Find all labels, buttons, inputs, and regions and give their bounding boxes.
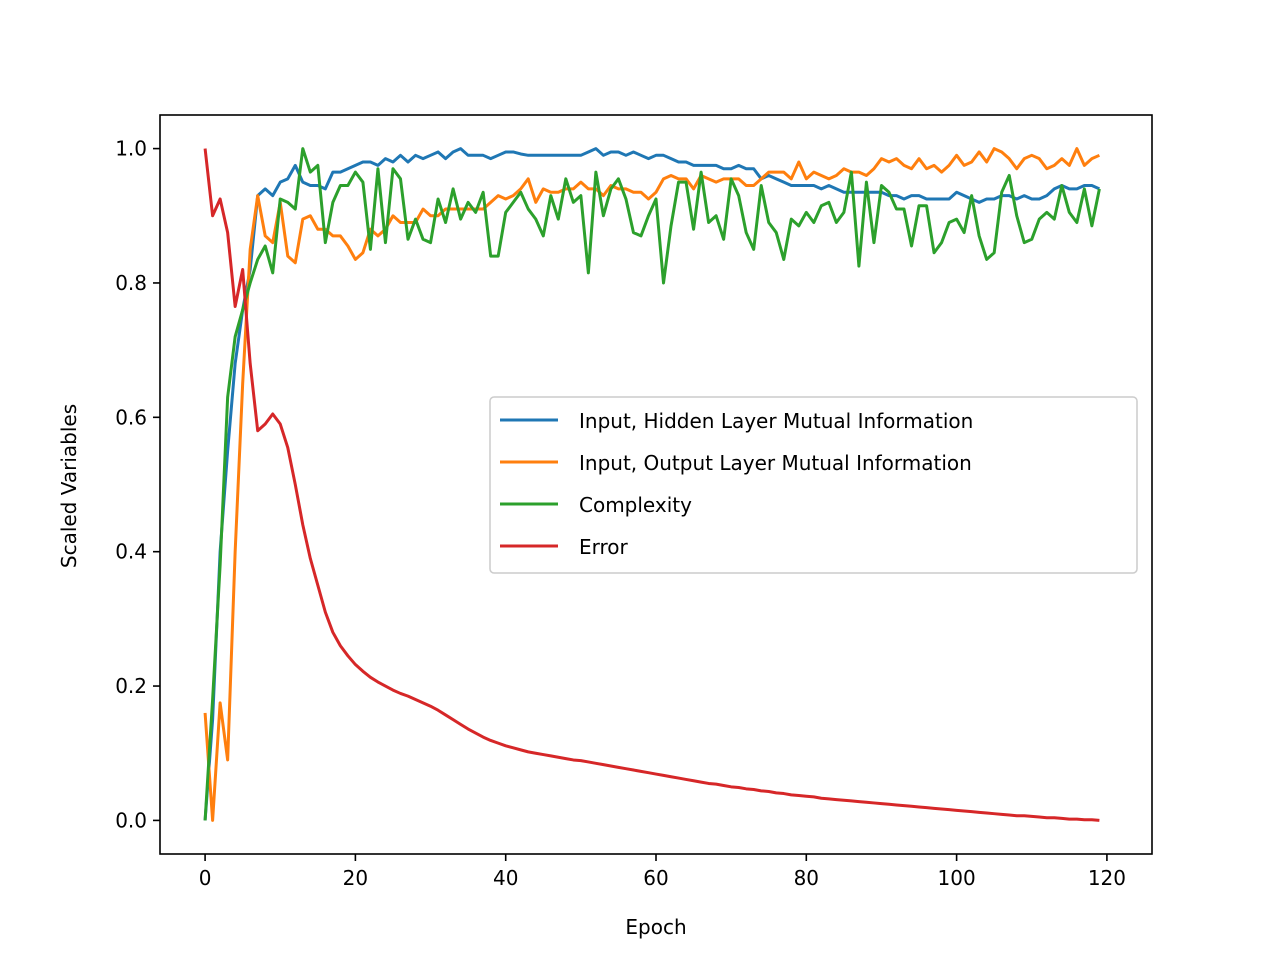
- y-tick-label: 0.8: [115, 271, 147, 295]
- x-tick-label: 60: [643, 866, 668, 890]
- series-line-1: [203, 147, 1101, 822]
- y-axis-ticks: 0.0 0.2 0.4 0.6 0.8 1.0: [115, 137, 160, 832]
- y-tick-label: 0.0: [115, 808, 147, 832]
- x-tick-label: 40: [493, 866, 518, 890]
- series-layer: [203, 147, 1101, 822]
- y-tick-label: 0.6: [115, 405, 147, 429]
- y-tick-label: 0.2: [115, 674, 147, 698]
- x-tick-label: 0: [199, 866, 212, 890]
- x-tick-label: 80: [794, 866, 819, 890]
- x-axis-label: Epoch: [625, 915, 686, 939]
- legend-label-error: Error: [579, 535, 629, 559]
- legend-label-hidden-mi: Input, Hidden Layer Mutual Information: [579, 409, 973, 433]
- x-tick-label: 100: [938, 866, 976, 890]
- legend-box: [489, 396, 1138, 574]
- x-tick-label: 120: [1088, 866, 1126, 890]
- series-line-0: [203, 147, 1101, 821]
- legend-label-complexity: Complexity: [579, 493, 692, 517]
- y-tick-label: 0.4: [115, 540, 147, 564]
- y-tick-label: 1.0: [115, 137, 147, 161]
- series-line-2: [203, 147, 1101, 821]
- legend-label-output-mi: Input, Output Layer Mutual Information: [579, 451, 972, 475]
- legend: Input, Hidden Layer Mutual Information I…: [489, 396, 1138, 574]
- x-axis-ticks: 0 20 40 60 80 100 120: [199, 854, 1126, 890]
- x-tick-label: 20: [343, 866, 368, 890]
- y-axis-label: Scaled Variables: [57, 404, 81, 568]
- series-line-3: [203, 148, 1100, 822]
